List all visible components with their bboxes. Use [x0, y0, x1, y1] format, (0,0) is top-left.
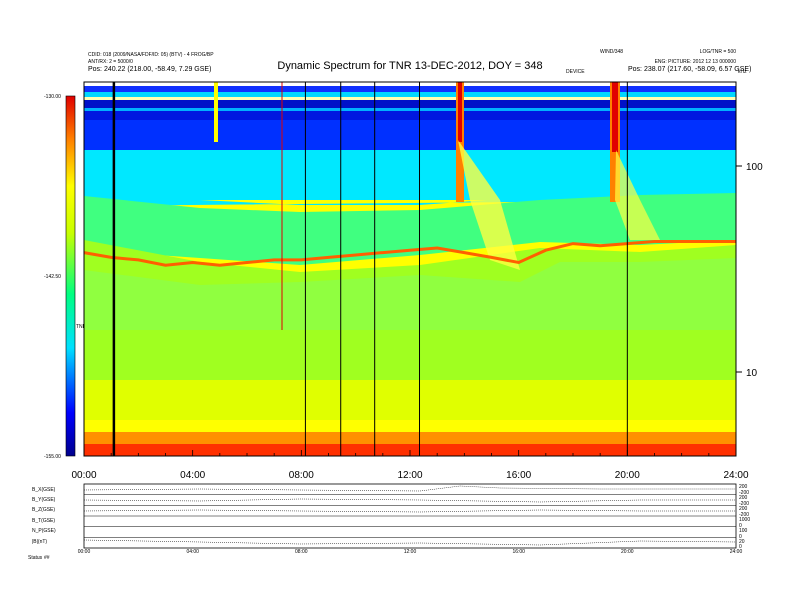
footer-status-label: Status [28, 555, 43, 561]
colorbar-unit-label: TNR [76, 324, 87, 330]
lower-right-label-2: 200 [739, 495, 748, 501]
x-tick-label-0: 00:00 [71, 470, 96, 481]
header-left-line1: CDID: 018 (2009/NASA/FDF/ID: 05) (BTV) -… [88, 52, 214, 58]
header-left-pos-value: 240.22 (218.00, -58.49, 7.29 GSE) [104, 66, 211, 73]
x-tick-label-3: 12:00 [397, 470, 422, 481]
lower-right-label-9: 0 [739, 534, 742, 540]
x-tick-label-4: 16:00 [506, 470, 531, 481]
header-right-line2: LOG/TNR = 500 [700, 49, 736, 55]
lower-right-label-1: -200 [739, 490, 749, 496]
colorbar-tick-top: -130.00 [44, 94, 61, 100]
x-tick-label-2: 08:00 [289, 470, 314, 481]
chart-title: Dynamic Spectrum for TNR 13-DEC-2012, DO… [277, 60, 542, 72]
lower-timeseries-panels [83, 483, 737, 549]
freq-unit-label: kHz [738, 69, 747, 75]
header-right-line1: WIND/348 [600, 49, 623, 55]
lower-x-tick-4: 16:00 [512, 549, 525, 555]
footer-status-value: ## [44, 555, 50, 561]
colorbar-tick-mid: -142.50 [44, 274, 61, 280]
lower-right-label-0: 200 [739, 484, 748, 490]
lower-row-label-bt: B_T(GSE) [32, 518, 55, 524]
x-tick-label-5: 20:00 [615, 470, 640, 481]
lower-x-tick-2: 08:00 [295, 549, 308, 555]
lower-x-tick-1: 04:00 [186, 549, 199, 555]
lower-row-label-bmag: |B|(nT) [32, 539, 47, 545]
header-device-label: DEVICE [566, 69, 585, 75]
lower-x-tick-6: 24:00 [730, 549, 743, 555]
lower-right-label-10: 20 [739, 539, 745, 545]
colorbar [65, 95, 76, 457]
lower-row-label-bx: B_X(GSE) [32, 487, 56, 493]
y-right-tick-100: 100 [746, 162, 763, 173]
header-right-line3: ENG: PICTURE: 2012 12 13 000000 [655, 59, 737, 65]
colorbar-tick-bottom: -155.00 [44, 454, 61, 460]
lower-x-tick-3: 12:00 [404, 549, 417, 555]
header-left-pos-label: Pos: [88, 66, 102, 73]
lower-right-label-3: -200 [739, 501, 749, 507]
lower-right-label-4: 200 [739, 506, 748, 512]
header-left-line2: ANT/RX: 2 = 5000/0 [88, 59, 133, 65]
lower-row-label-np: N_P(GSE) [32, 528, 56, 534]
lower-x-tick-5: 20:00 [621, 549, 634, 555]
data-gap-lines [112, 82, 628, 456]
lower-x-tick-0: 00:00 [78, 549, 91, 555]
x-tick-label-1: 04:00 [180, 470, 205, 481]
lower-right-label-11: 0 [739, 544, 742, 550]
y-right-tick-10: 10 [746, 368, 758, 379]
lower-right-label-5: -200 [739, 512, 749, 518]
header-right-pos-label: Pos: [628, 66, 642, 73]
header-right-pos-value: 238.07 (217.60, -58.09, 6.57 GSE) [644, 66, 751, 73]
lower-row-label-bz: B_Z(GSE) [32, 507, 55, 513]
x-axis-ticks [83, 450, 737, 456]
lower-right-label-7: 0 [739, 523, 742, 529]
lower-row-label-by: B_Y(GSE) [32, 497, 56, 503]
lower-right-label-6: 1000 [739, 517, 750, 523]
x-tick-label-6: 24:00 [723, 470, 748, 481]
spectrogram [83, 82, 736, 456]
lower-right-label-8: 100 [739, 528, 748, 534]
